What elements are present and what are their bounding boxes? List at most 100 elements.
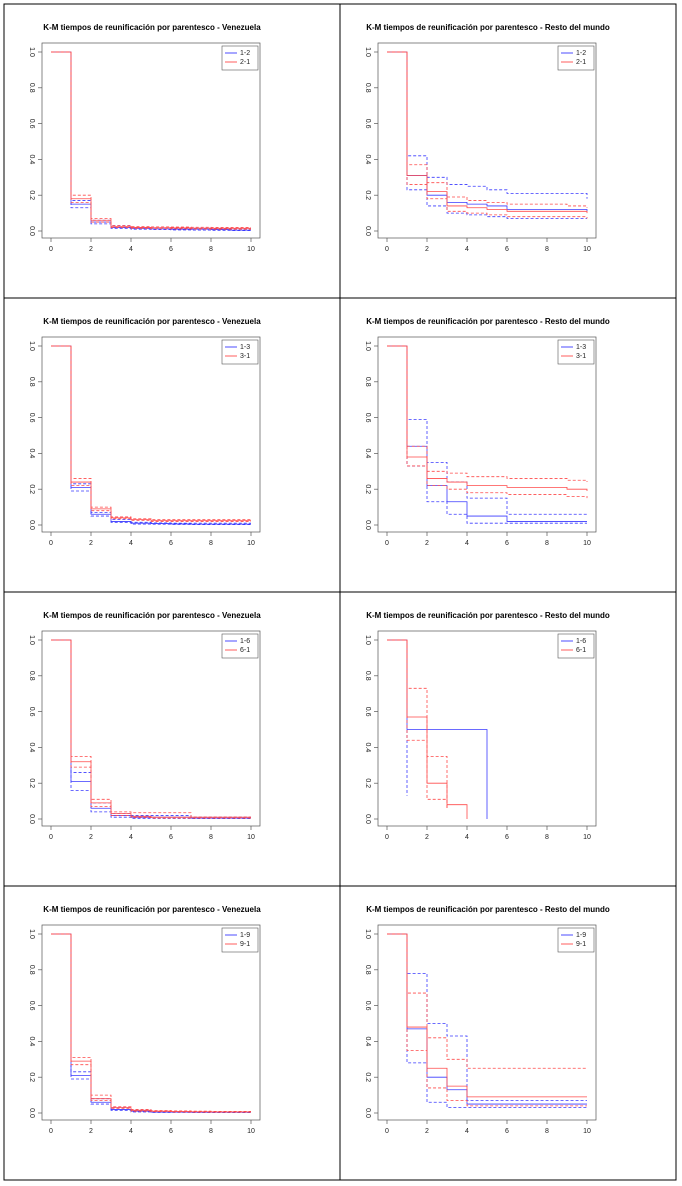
confidence-line [51, 345, 251, 521]
y-tick-label: 0.8 [364, 965, 371, 975]
legend-box [221, 45, 259, 71]
x-tick-label: 8 [545, 834, 549, 841]
y-tick-label: 0.6 [28, 1001, 35, 1011]
x-tick-label: 6 [505, 834, 509, 841]
x-tick-label: 10 [247, 834, 255, 841]
y-tick-label: 1.0 [28, 341, 35, 351]
x-tick-label: 10 [247, 540, 255, 547]
x-tick-label: 10 [583, 834, 591, 841]
legend-box [557, 927, 595, 953]
y-tick-label: 0.0 [28, 1108, 35, 1118]
legend-label: 1-2 [576, 50, 586, 57]
x-tick-label: 0 [385, 540, 389, 547]
confidence-line [387, 345, 588, 499]
x-tick-label: 8 [545, 246, 549, 253]
confidence-line [387, 639, 408, 796]
confidence-line [387, 933, 587, 1069]
x-tick-label: 2 [425, 540, 429, 547]
x-tick-label: 4 [129, 540, 133, 547]
y-tick-label: 0.2 [364, 778, 371, 788]
survival-line [51, 345, 251, 521]
survival-line [51, 933, 251, 1113]
survival-line [387, 639, 488, 819]
legend-box [221, 339, 259, 365]
x-tick-label: 8 [209, 246, 213, 253]
legend-box [221, 633, 259, 659]
y-tick-label: 0.0 [364, 520, 371, 530]
survival-line [387, 933, 587, 1098]
y-tick-label: 0.0 [28, 226, 35, 236]
survival-line [51, 51, 251, 229]
chart-title: K-M tiempos de reunificación por parente… [43, 23, 261, 32]
x-tick-label: 0 [49, 1128, 53, 1135]
cell-border [3, 885, 341, 1181]
x-tick-label: 0 [385, 834, 389, 841]
confidence-line [387, 639, 448, 811]
y-tick-label: 0.8 [364, 377, 371, 387]
y-tick-label: 0.6 [364, 119, 371, 129]
y-tick-label: 0.8 [28, 671, 35, 681]
cell-border [3, 3, 341, 299]
y-tick-label: 0.0 [364, 814, 371, 824]
y-tick-label: 1.0 [28, 929, 35, 939]
survival-line [51, 933, 251, 1113]
y-tick-label: 1.0 [364, 341, 371, 351]
legend-label: 2-1 [576, 59, 586, 66]
y-tick-label: 1.0 [364, 635, 371, 645]
legend-box [557, 339, 595, 365]
plot-frame [41, 42, 261, 239]
x-tick-label: 10 [583, 540, 591, 547]
survival-line [387, 51, 588, 214]
y-tick-label: 0.4 [364, 1037, 371, 1047]
x-tick-label: 6 [505, 540, 509, 547]
confidence-line [51, 933, 251, 1113]
y-tick-label: 0.6 [364, 707, 371, 717]
plot-frame [377, 630, 597, 827]
x-tick-label: 8 [545, 540, 549, 547]
y-tick-label: 0.4 [364, 155, 371, 165]
legend-box [221, 927, 259, 953]
legend-label: 1-3 [240, 344, 250, 351]
confidence-line [51, 51, 251, 228]
confidence-line [51, 933, 251, 1114]
confidence-line [387, 51, 588, 219]
legend-label: 1-3 [576, 344, 586, 351]
x-tick-label: 8 [545, 1128, 549, 1135]
y-tick-label: 0.6 [364, 413, 371, 423]
x-tick-label: 6 [505, 1128, 509, 1135]
legend-label: 6-1 [576, 647, 586, 654]
y-tick-label: 0.4 [28, 1037, 35, 1047]
chart-title: K-M tiempos de reunificación por parente… [366, 317, 610, 326]
confidence-line [51, 933, 251, 1112]
x-tick-label: 8 [209, 540, 213, 547]
y-tick-label: 1.0 [28, 635, 35, 645]
y-tick-label: 0.0 [28, 520, 35, 530]
y-tick-label: 0.8 [28, 377, 35, 387]
x-tick-label: 10 [247, 246, 255, 253]
y-tick-label: 0.6 [28, 707, 35, 717]
y-tick-label: 1.0 [28, 47, 35, 57]
x-tick-label: 2 [425, 1128, 429, 1135]
x-tick-label: 4 [465, 246, 469, 253]
x-tick-label: 8 [209, 1128, 213, 1135]
x-tick-label: 10 [247, 1128, 255, 1135]
confidence-line [387, 51, 588, 208]
y-tick-label: 0.0 [364, 1108, 371, 1118]
chart-title: K-M tiempos de reunificación por parente… [43, 611, 261, 620]
x-tick-label: 2 [89, 540, 93, 547]
survival-line [51, 51, 251, 231]
y-tick-label: 0.0 [364, 226, 371, 236]
chart-title: K-M tiempos de reunificación por parente… [366, 23, 610, 32]
plot-frame [41, 336, 261, 533]
legend-label: 9-1 [240, 941, 250, 948]
y-tick-label: 0.2 [28, 484, 35, 494]
x-tick-label: 0 [49, 834, 53, 841]
confidence-line [51, 51, 251, 230]
survival-line [51, 639, 251, 818]
legend-label: 1-9 [576, 932, 586, 939]
legend-box [557, 633, 595, 659]
y-tick-label: 0.2 [28, 778, 35, 788]
confidence-line [387, 933, 587, 1101]
y-tick-label: 0.2 [364, 484, 371, 494]
